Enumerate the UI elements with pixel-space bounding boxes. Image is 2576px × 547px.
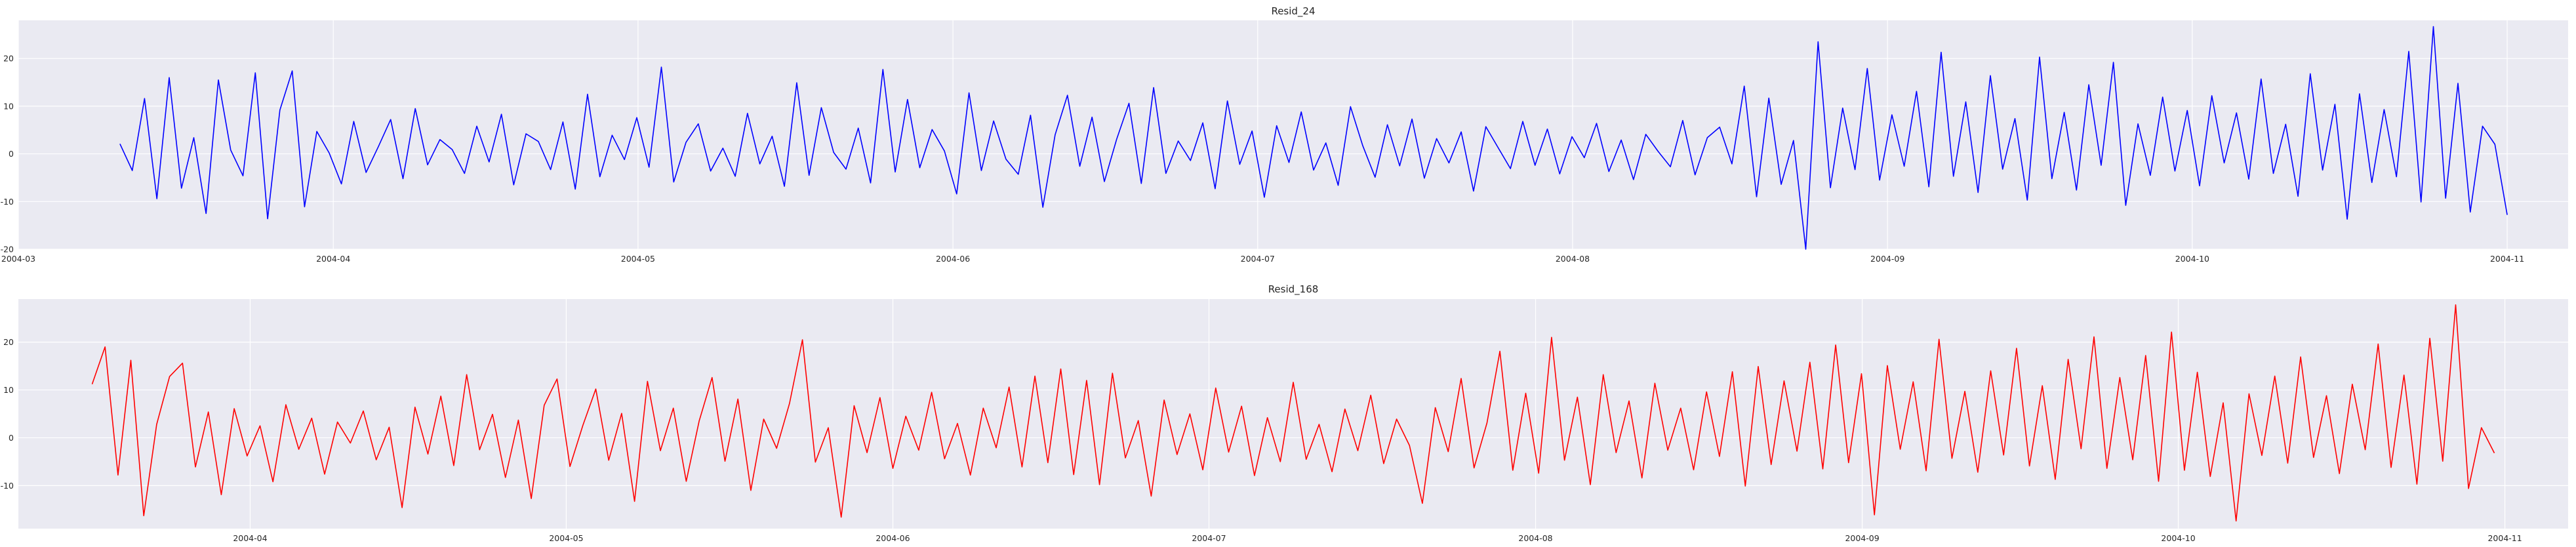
y-tick-label: -10 — [1, 197, 14, 207]
resid-24-series — [119, 26, 2508, 250]
x-tick-label: 2004-08 — [1556, 254, 1590, 264]
y-tick-label: 20 — [3, 54, 14, 64]
x-tick-label: 2004-05 — [621, 254, 655, 264]
x-tick-label: 2004-09 — [1870, 254, 1904, 264]
x-tick-label: 2004-06 — [875, 533, 910, 543]
x-axis-ticks: 2004-04 2004-05 2004-06 2004-07 2004-08 2004-… — [233, 533, 2522, 543]
x-tick-label: 2004-04 — [316, 254, 350, 264]
y-tick-label: 10 — [3, 101, 14, 111]
series-line — [91, 304, 2495, 522]
gridlines — [18, 20, 2568, 250]
x-axis-ticks: 2004-03 2004-04 2004-05 2004-06 2004-07 2004-… — [1, 254, 2524, 264]
x-tick-label: 2004-03 — [1, 254, 35, 264]
x-tick-label: 2004-06 — [936, 254, 970, 264]
plot-area — [18, 299, 2568, 529]
gridlines — [18, 299, 2568, 529]
y-tick-label: 0 — [9, 149, 14, 159]
x-tick-label: 2004-11 — [2490, 254, 2524, 264]
chart-title: Resid_24 — [1271, 5, 1315, 18]
y-axis-ticks: -20 -10 0 10 20 — [1, 54, 14, 254]
y-axis-ticks: -10 0 10 20 — [1, 337, 14, 491]
resid-24-plot: -20 -10 0 10 20 2004-03 2004-04 2004-05 2004-06… — [1, 5, 2568, 264]
y-tick-label: 20 — [3, 337, 14, 347]
x-tick-label: 2004-05 — [549, 533, 583, 543]
resid-168-series — [91, 304, 2495, 522]
series-line — [119, 26, 2508, 250]
y-tick-label: -20 — [1, 245, 14, 254]
x-tick-label: 2004-10 — [2161, 533, 2195, 543]
x-tick-label: 2004-07 — [1241, 254, 1275, 264]
y-tick-label: -10 — [1, 481, 14, 491]
x-tick-label: 2004-10 — [2175, 254, 2209, 264]
chart-title: Resid_168 — [1268, 283, 1319, 296]
x-tick-label: 2004-09 — [1845, 533, 1879, 543]
x-tick-label: 2004-11 — [2487, 533, 2522, 543]
x-tick-label: 2004-07 — [1192, 533, 1226, 543]
y-tick-label: 0 — [9, 433, 14, 443]
y-tick-label: 10 — [3, 385, 14, 395]
x-tick-label: 2004-04 — [233, 533, 267, 543]
plot-area — [18, 20, 2568, 249]
x-tick-label: 2004-08 — [1518, 533, 1552, 543]
